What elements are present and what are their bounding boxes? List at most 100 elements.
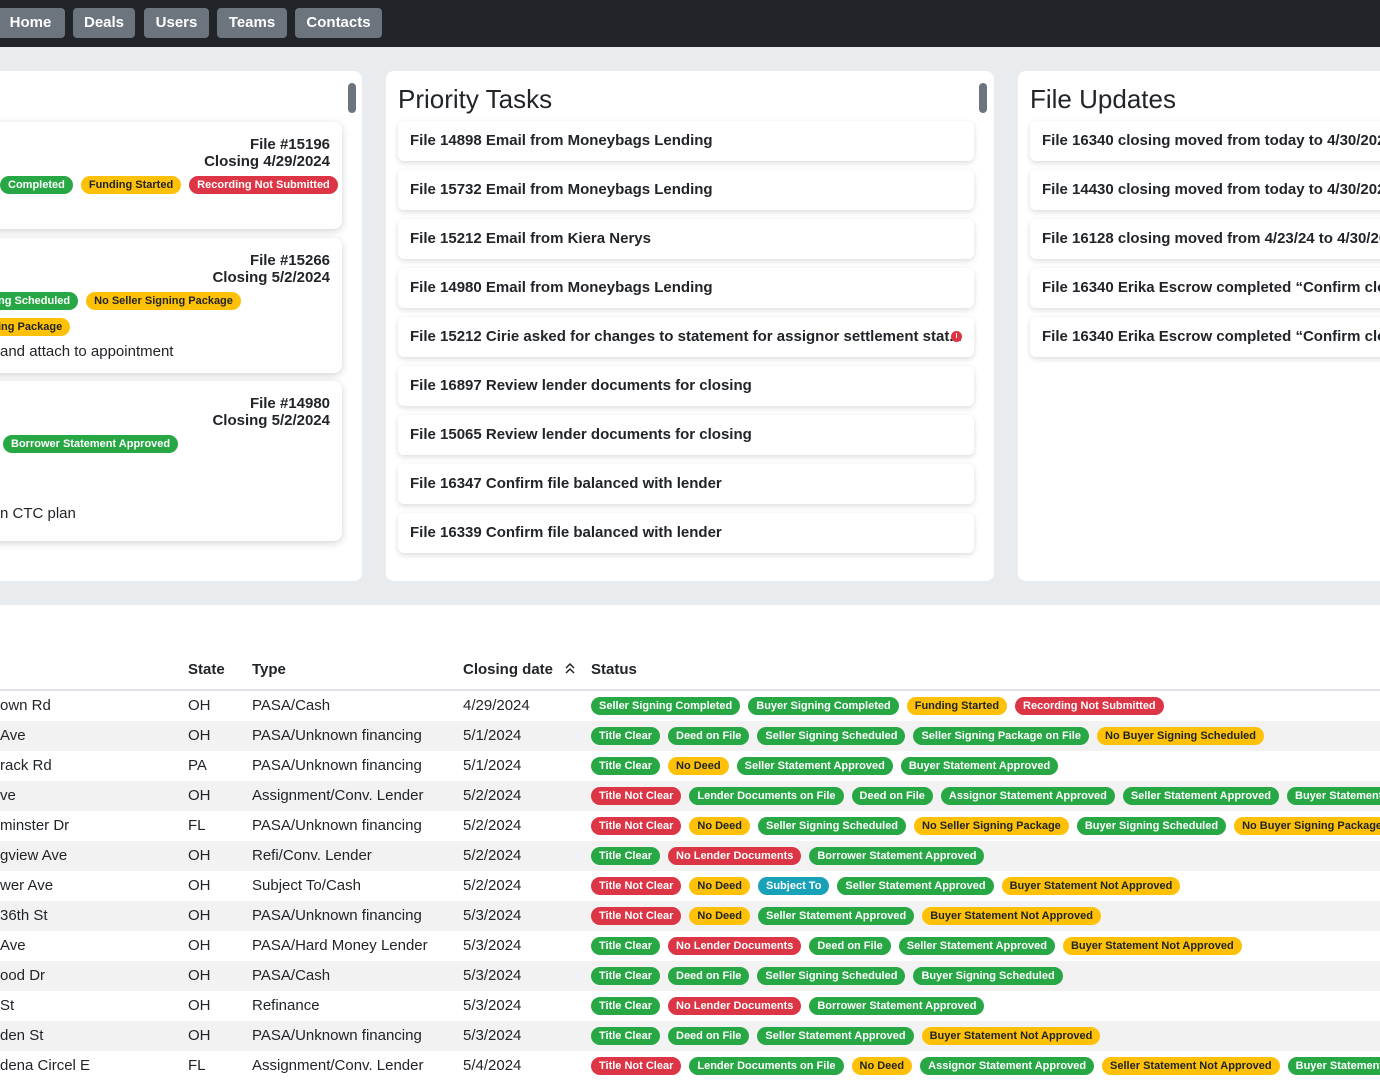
status-badge: Lender Documents on File	[689, 786, 844, 805]
status-badge: Title Not Clear	[591, 1056, 682, 1075]
cell-type: Refi/Conv. Lender	[252, 847, 372, 864]
priority-task-item[interactable]: File 16347 Confirm file balanced with le…	[398, 464, 974, 504]
update-text: File 14430 closing moved from today to 4…	[1042, 181, 1380, 198]
status-badge: Deed on File	[668, 726, 750, 745]
cell-closing-date: 5/3/2024	[463, 937, 522, 954]
closing-card[interactable]: File #15266 Closing 5/2/2024 ng Scheduled N…	[0, 238, 342, 373]
cell-closing-date: 5/1/2024	[463, 727, 522, 744]
cell-type: Assignment/Conv. Lender	[252, 787, 424, 804]
status-badge: Borrower Statement Approved	[809, 846, 985, 865]
nav-deals-button[interactable]: Deals	[73, 8, 135, 38]
status-badge: Seller Statement Approved	[1122, 786, 1280, 805]
cell-status: Title Clear No Lender Documents Borrower S…	[591, 841, 992, 871]
cell-status: Title Clear No Deed Seller Statement Appro…	[591, 751, 1066, 781]
column-header-status[interactable]: Status	[591, 661, 637, 678]
table-row[interactable]: rack Rd PA PASA/Unknown financing 5/1/2024 T…	[0, 751, 1380, 781]
cell-state: PA	[188, 757, 207, 774]
cell-status: Title Not Clear No Deed Subject To Seller S…	[591, 871, 1188, 901]
cell-state: OH	[188, 1027, 211, 1044]
priority-task-item[interactable]: File 15212 Cirie asked for changes to st…	[398, 317, 974, 357]
file-update-item[interactable]: File 16340 Erika Escrow completed “Confi…	[1030, 268, 1380, 308]
cell-closing-date: 4/29/2024	[463, 697, 530, 714]
priority-task-item[interactable]: File 16339 Confirm file balanced with le…	[398, 513, 974, 553]
badge-row: Borrower Statement Approved	[3, 435, 186, 453]
priority-task-item[interactable]: File 14980 Email from Moneybags Lending	[398, 268, 974, 308]
status-badge: No Deed	[689, 876, 750, 895]
table-row[interactable]: Ave OH PASA/Unknown financing 5/1/2024 Title…	[0, 721, 1380, 751]
sort-ascending-icon[interactable]	[564, 662, 576, 676]
status-badge: Buyer Signing Completed	[748, 696, 899, 715]
cell-state: OH	[188, 997, 211, 1014]
nav-home-button[interactable]: Home	[0, 8, 65, 38]
cell-status: Title Not Clear Lender Documents on File D…	[591, 781, 1380, 811]
status-badge: ng Scheduled	[0, 292, 79, 310]
cell-status: Seller Signing Completed Buyer Signing Co…	[591, 691, 1172, 721]
closings-scrollbar[interactable]	[348, 83, 356, 113]
table-row[interactable]: ve OH Assignment/Conv. Lender 5/2/2024 Title…	[0, 781, 1380, 811]
status-badge: No Lender Documents	[668, 846, 802, 865]
table-row[interactable]: 36th St OH PASA/Unknown financing 5/3/2024 T…	[0, 901, 1380, 931]
nav-contacts-button[interactable]: Contacts	[295, 8, 382, 38]
table-row[interactable]: own Rd OH PASA/Cash 4/29/2024 Seller Signing…	[0, 691, 1380, 721]
column-header-state[interactable]: State	[188, 661, 225, 678]
status-badge: Buyer Statement Not Approved	[1062, 936, 1242, 955]
priority-task-item[interactable]: File 15212 Email from Kiera Nerys	[398, 219, 974, 259]
status-badge: No Deed	[851, 1056, 913, 1075]
cell-closing-date: 5/2/2024	[463, 877, 522, 894]
table-row[interactable]: ood Dr OH PASA/Cash 5/3/2024 Title Clear Deed…	[0, 961, 1380, 991]
table-row[interactable]: Ave OH PASA/Hard Money Lender 5/3/2024 Title…	[0, 931, 1380, 961]
priority-task-item[interactable]: File 16897 Review lender documents for c…	[398, 366, 974, 406]
cell-state: OH	[188, 787, 211, 804]
column-header-closing-date[interactable]: Closing date	[463, 661, 554, 678]
table-row[interactable]: minster Dr FL PASA/Unknown financing 5/2/20…	[0, 811, 1380, 841]
status-badge: Seller Statement Not Approved	[1102, 1056, 1280, 1075]
status-badge: Lender Documents on File	[689, 1056, 844, 1075]
status-badge: Borrower Statement Approved	[3, 435, 179, 453]
priority-task-item[interactable]: File 15732 Email from Moneybags Lending	[398, 170, 974, 210]
cell-status: Title Not Clear No Deed Seller Statement A…	[591, 901, 1109, 931]
file-update-item[interactable]: File 16340 closing moved from today to 4…	[1030, 121, 1380, 161]
table-row[interactable]: gview Ave OH Refi/Conv. Lender 5/2/2024 Titl…	[0, 841, 1380, 871]
badge-row: Completed Funding Started Recording Not Su…	[0, 176, 342, 194]
file-update-item[interactable]: File 16340 Erika Escrow completed “Confi…	[1030, 317, 1380, 357]
status-badge: Buyer Statement Approved	[1287, 786, 1380, 805]
status-badge: Assignor Statement Approved	[940, 786, 1115, 805]
cell-type: PASA/Unknown financing	[252, 757, 422, 774]
table-row[interactable]: dena Circel E FL Assignment/Conv. Lender 5/…	[0, 1051, 1380, 1080]
cell-status: Title Clear No Lender Documents Deed on Fi…	[591, 931, 1250, 961]
alert-icon	[951, 331, 962, 342]
task-text: File 14898 Email from Moneybags Lending	[410, 132, 713, 149]
priority-task-item[interactable]: File 15065 Review lender documents for c…	[398, 415, 974, 455]
status-badge: Deed on File	[668, 1026, 750, 1045]
status-badge: No Lender Documents	[668, 996, 802, 1015]
status-badge: Title Clear	[591, 726, 660, 745]
cell-address: minster Dr	[0, 817, 70, 834]
priority-tasks-scrollbar[interactable]	[979, 83, 987, 113]
closing-card[interactable]: File #14980 Closing 5/2/2024 Borrower Stat…	[0, 381, 342, 541]
table-row[interactable]: den St OH PASA/Unknown financing 5/3/2024 Ti…	[0, 1021, 1380, 1051]
cell-closing-date: 5/2/2024	[463, 787, 522, 804]
cell-closing-date: 5/2/2024	[463, 817, 522, 834]
status-badge: Title Not Clear	[591, 786, 682, 805]
table-row[interactable]: St OH Refinance 5/3/2024 Title Clear No Lende…	[0, 991, 1380, 1021]
nav-teams-button[interactable]: Teams	[217, 8, 287, 38]
closing-card-header: File #15266 Closing 5/2/2024	[212, 252, 330, 286]
column-header-type[interactable]: Type	[252, 661, 286, 678]
file-update-item[interactable]: File 14430 closing moved from today to 4…	[1030, 170, 1380, 210]
nav-users-button[interactable]: Users	[144, 8, 209, 38]
status-badge: No Deed	[668, 756, 729, 775]
table-row[interactable]: wer Ave OH Subject To/Cash 5/2/2024 Title No…	[0, 871, 1380, 901]
closing-card[interactable]: File #15196 Closing 4/29/2024 Completed Fun…	[0, 122, 342, 229]
status-badge: Completed	[0, 176, 73, 194]
status-badge: Funding Started	[906, 696, 1008, 715]
file-update-item[interactable]: File 16128 closing moved from 4/23/24 to…	[1030, 219, 1380, 259]
status-badge: Title Clear	[591, 846, 660, 865]
cell-state: FL	[188, 817, 206, 834]
closing-card-note: n CTC plan	[0, 505, 76, 522]
status-badge: Seller Statement Approved	[736, 756, 893, 775]
status-badge: No Buyer Signing Scheduled	[1097, 726, 1264, 745]
cell-address: Ave	[0, 727, 26, 744]
cell-status: Title Clear Deed on File Seller Signing Sc…	[591, 961, 1071, 991]
status-badge: Seller Statement Approved	[758, 906, 915, 925]
priority-task-item[interactable]: File 14898 Email from Moneybags Lending	[398, 121, 974, 161]
